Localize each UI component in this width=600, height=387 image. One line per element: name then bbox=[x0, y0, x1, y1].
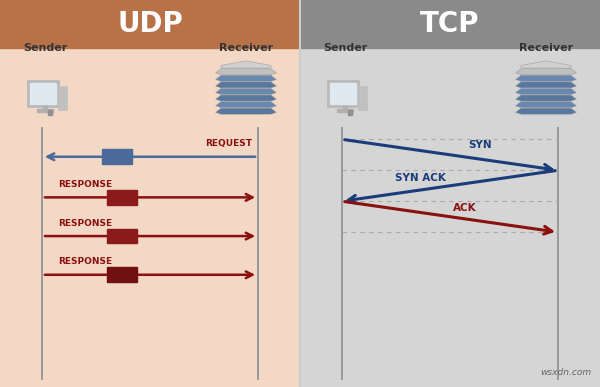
Bar bbox=[43, 105, 47, 110]
Polygon shape bbox=[215, 108, 277, 114]
Text: RESPONSE: RESPONSE bbox=[58, 180, 112, 189]
Polygon shape bbox=[515, 82, 577, 88]
Text: UDP: UDP bbox=[117, 10, 183, 38]
Polygon shape bbox=[215, 75, 277, 81]
Bar bbox=[337, 109, 353, 112]
Polygon shape bbox=[221, 61, 271, 68]
Polygon shape bbox=[521, 61, 571, 68]
Text: Receiver: Receiver bbox=[219, 43, 273, 53]
Text: SYN: SYN bbox=[468, 140, 492, 150]
Bar bbox=[300, 0, 600, 48]
Bar bbox=[37, 109, 53, 112]
Text: Sender: Sender bbox=[23, 43, 67, 53]
Polygon shape bbox=[215, 89, 277, 94]
Text: RESPONSE: RESPONSE bbox=[58, 257, 112, 266]
Polygon shape bbox=[515, 69, 577, 75]
Bar bbox=[107, 229, 137, 243]
Polygon shape bbox=[515, 102, 577, 108]
Polygon shape bbox=[515, 89, 577, 94]
Polygon shape bbox=[215, 82, 277, 88]
Bar bbox=[30, 83, 56, 104]
Bar bbox=[358, 86, 367, 110]
Polygon shape bbox=[215, 102, 277, 108]
Bar bbox=[103, 149, 133, 164]
Text: RESPONSE: RESPONSE bbox=[58, 219, 112, 228]
Text: wsxdn.com: wsxdn.com bbox=[540, 368, 591, 377]
Text: TCP: TCP bbox=[420, 10, 480, 38]
Polygon shape bbox=[515, 108, 577, 114]
Bar bbox=[107, 267, 137, 282]
Bar bbox=[330, 83, 356, 104]
Bar bbox=[28, 80, 59, 107]
Bar bbox=[0, 0, 300, 48]
Text: Receiver: Receiver bbox=[519, 43, 573, 53]
Text: ACK: ACK bbox=[453, 203, 477, 213]
Bar bbox=[107, 190, 137, 205]
Bar bbox=[48, 110, 52, 115]
Bar bbox=[58, 86, 67, 110]
Polygon shape bbox=[515, 75, 577, 81]
Polygon shape bbox=[215, 69, 277, 75]
Bar bbox=[348, 110, 352, 115]
Polygon shape bbox=[515, 95, 577, 101]
Text: SYN ACK: SYN ACK bbox=[395, 173, 445, 183]
Polygon shape bbox=[215, 95, 277, 101]
Bar bbox=[328, 80, 359, 107]
Text: REQUEST: REQUEST bbox=[205, 139, 252, 148]
Bar bbox=[343, 105, 347, 110]
Text: Sender: Sender bbox=[323, 43, 367, 53]
